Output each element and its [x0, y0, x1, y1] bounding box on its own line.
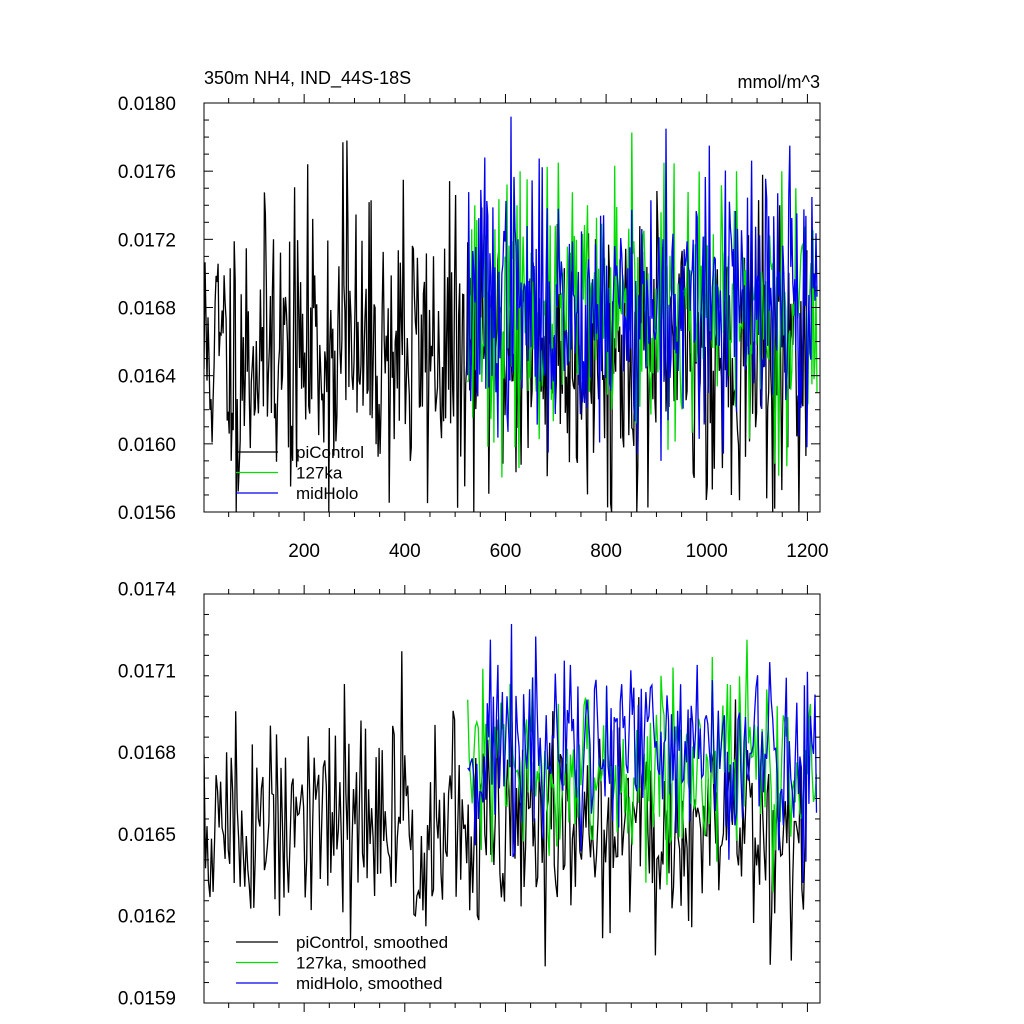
- units-label: mmol/m^3: [738, 72, 820, 92]
- x-tick-label: 1200: [786, 541, 828, 562]
- y-tick-label: 0.0165: [118, 825, 176, 846]
- y-tick-label: 0.0162: [118, 907, 176, 928]
- legend-label: midHolo: [296, 484, 358, 503]
- series-line-midholo-smoothed: [467, 623, 818, 884]
- top-panel: 200 400 600 800 1000 1200 0.0156 0.0160 0.0164 0.…: [118, 94, 829, 562]
- x-tick-label: 200: [288, 541, 320, 562]
- legend-label: 127ka, smoothed: [296, 954, 426, 973]
- y-tick-label: 0.0172: [118, 230, 176, 251]
- chart-title: 350m NH4, IND_44S-18S: [204, 68, 411, 89]
- y-tick-label: 0.0168: [118, 299, 176, 320]
- y-tick-label: 0.0160: [118, 435, 176, 456]
- y-tick-label: 0.0164: [118, 367, 177, 388]
- y-tick-label: 0.0174: [118, 580, 177, 601]
- legend-label: 127ka: [296, 464, 343, 483]
- y-tick-label: 0.0156: [118, 503, 176, 524]
- y-tick-label: 0.0159: [118, 989, 176, 1010]
- x-tick-label: 600: [490, 541, 522, 562]
- legend-label: piControl: [296, 443, 364, 462]
- series-line-picontrol-smoothed: [204, 651, 808, 967]
- legend-label: piControl, smoothed: [296, 933, 448, 952]
- y-tick-label: 0.0168: [118, 743, 176, 764]
- y-tick-label: 0.0180: [118, 94, 176, 115]
- y-tick-label: 0.0171: [118, 661, 176, 682]
- series-line-midholo: [467, 116, 818, 461]
- x-tick-label: 400: [389, 541, 421, 562]
- x-tick-label: 800: [590, 541, 622, 562]
- series-line-picontrol: [204, 140, 808, 512]
- bottom-panel: 0.0159 0.0162 0.0165 0.0168 0.0171 0.0174 piCo…: [118, 580, 821, 1012]
- legend-label: midHolo, smoothed: [296, 974, 442, 993]
- y-tick-label: 0.0176: [118, 162, 176, 183]
- x-tick-label: 1000: [686, 541, 728, 562]
